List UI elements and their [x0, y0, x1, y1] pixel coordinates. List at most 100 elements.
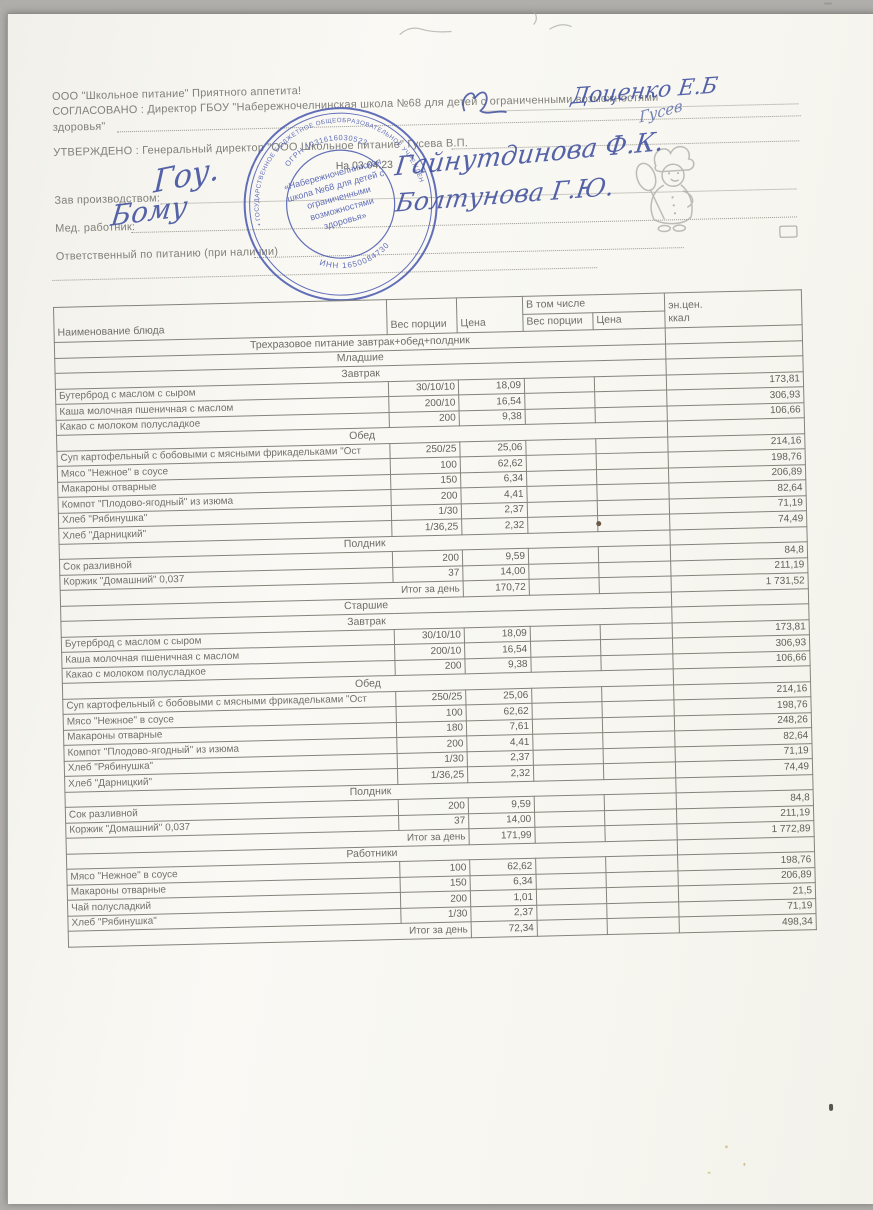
pen-scribble-marks: [399, 7, 572, 36]
scan-speck: [724, 1145, 728, 1149]
weight-cell: 1/36,25: [391, 518, 462, 537]
col-header-energy-line2: ккал: [668, 311, 690, 325]
weight-cell: 37: [392, 565, 464, 583]
production-manager-name[interactable]: Гайнутдинова Ф.К.: [393, 126, 666, 183]
weight-cell: 200: [392, 549, 463, 568]
weight-cell: 37: [398, 813, 469, 831]
including-price-cell: [597, 513, 670, 532]
price-cell: 2,37: [467, 749, 534, 767]
price-cell: 18,09: [458, 377, 525, 395]
including-weight-cell: [534, 794, 605, 812]
including-price-cell: [600, 637, 673, 656]
including-weight-cell: [526, 453, 597, 471]
including-weight-cell: [526, 469, 597, 487]
including-price-cell: [598, 560, 672, 578]
weight-cell: 180: [396, 720, 467, 738]
weight-cell: 1/36,25: [397, 766, 468, 784]
including-weight-cell: [525, 438, 597, 456]
weight-cell: 100: [395, 704, 467, 722]
including-weight-cell: [527, 515, 598, 533]
total-price-cell: 170,72: [463, 579, 530, 597]
weight-cell: 150: [400, 875, 471, 893]
col-header-including-weight: Вес порции: [522, 312, 594, 332]
including-weight-cell: [533, 748, 604, 766]
col-header-including-price: Цена: [592, 310, 666, 330]
agreed-line-wrap: здоровья": [52, 120, 106, 134]
weight-cell: 1/30: [400, 906, 472, 924]
price-cell: 2,32: [467, 765, 534, 783]
including-weight-cell: [524, 376, 595, 394]
col-header-energy: эн.цен. ккал: [664, 289, 803, 329]
price-cell: 9,59: [462, 548, 529, 566]
price-cell: 16,54: [458, 393, 526, 411]
scan-speck: [707, 1171, 711, 1174]
total-energy-cell: 498,34: [679, 913, 817, 933]
including-price-cell: [595, 405, 668, 423]
including-price-cell: [594, 390, 667, 408]
weight-cell: 30/10/10: [388, 379, 459, 397]
including-weight-cell: [536, 903, 608, 921]
weight-cell: 150: [390, 472, 461, 490]
including-price-cell: [604, 808, 677, 826]
price-cell: 62,62: [469, 858, 536, 876]
including-price-cell: [594, 374, 667, 392]
svg-text:ИНН 1650084730: ИНН 1650084730: [317, 239, 395, 278]
weight-cell: 250/25: [389, 441, 461, 459]
including-weight-cell: [532, 717, 603, 735]
including-weight-cell: [524, 391, 596, 409]
price-cell: 18,09: [464, 625, 531, 643]
price-cell: 62,62: [460, 455, 527, 473]
menu-table: Наименование блюда Вес порции Цена В том…: [53, 289, 817, 947]
total-price-cell: 72,34: [471, 920, 538, 938]
including-weight-cell: [535, 856, 606, 874]
including-weight-cell: [528, 562, 600, 580]
weight-cell: 1/30: [397, 751, 468, 769]
school-round-stamp: • РТ • ГОСУДАРСТВЕННОЕ БЮДЖЕТНОЕ ОБЩЕОБР…: [215, 79, 438, 302]
including-weight-cell: [537, 918, 608, 936]
price-cell: 6,34: [460, 470, 527, 488]
including-price-cell: [604, 792, 677, 811]
price-cell: 2,37: [461, 501, 528, 519]
price-cell: 9,59: [468, 796, 535, 814]
weight-cell: 200: [389, 410, 460, 428]
scan-speck: [596, 521, 602, 527]
weight-cell: 200/10: [394, 642, 465, 660]
scan-speck: [828, 1103, 834, 1111]
price-cell: 1,01: [470, 889, 537, 907]
including-weight-cell: [530, 655, 602, 673]
scan-speck: [824, 2, 833, 5]
chef-illustration: [635, 145, 695, 233]
including-price-cell: [604, 823, 678, 842]
price-cell: 9,38: [459, 408, 526, 426]
price-cell: 25,06: [465, 687, 532, 705]
including-price-cell: [602, 715, 675, 733]
including-price-cell: [607, 916, 680, 935]
including-weight-cell: [532, 732, 604, 750]
weight-cell: 100: [390, 456, 461, 475]
table-header-row-1: Наименование блюда Вес порции Цена В том…: [53, 289, 803, 343]
including-price-cell: [603, 746, 676, 764]
price-cell: 2,32: [461, 517, 528, 535]
including-price-cell: [597, 498, 670, 516]
including-price-cell: [606, 901, 680, 919]
field-label-nutrition-responsible: Ответственный по питанию (при наличии): [55, 245, 279, 263]
including-price-cell: [605, 870, 679, 888]
price-cell: 9,38: [464, 656, 532, 674]
including-price-cell: [603, 761, 676, 780]
price-cell: 4,41: [460, 486, 528, 504]
approved-signature-name[interactable]: Доценко Е.Б: [569, 73, 720, 110]
including-weight-cell: [535, 872, 607, 890]
weight-cell: 200: [400, 890, 471, 908]
including-weight-cell: [530, 639, 601, 657]
including-weight-cell: [534, 810, 605, 828]
agreed-initial-signature[interactable]: [456, 84, 521, 119]
including-weight-cell: [530, 624, 601, 642]
price-cell: 2,37: [470, 904, 538, 922]
including-price-cell: [600, 622, 673, 640]
weight-cell: 200: [390, 487, 462, 506]
including-price-cell: [601, 684, 674, 702]
including-weight-cell: [529, 577, 600, 595]
col-header-weight: Вес порции: [386, 297, 458, 335]
weight-cell: 100: [399, 859, 470, 877]
